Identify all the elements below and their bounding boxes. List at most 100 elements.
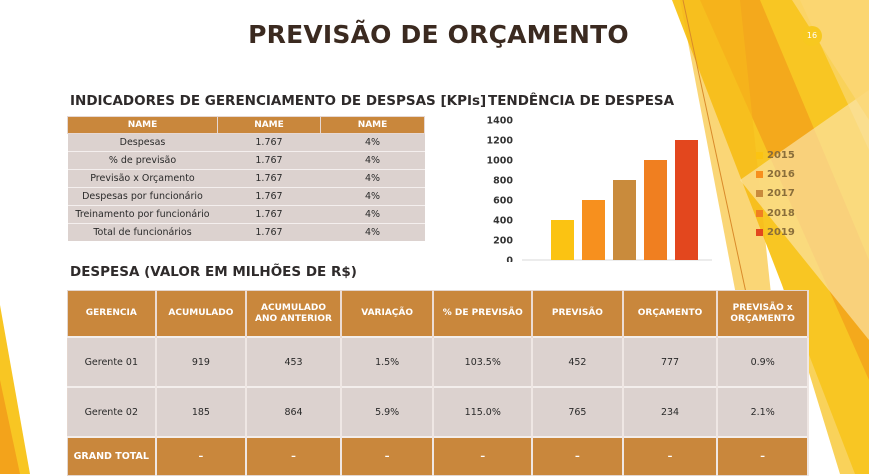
kpi-header-cell: NAME xyxy=(67,116,218,134)
despesa-header-cell: ACUMULADO xyxy=(155,290,248,337)
kpi-table-row: Previsão x Orçamento 1.767 4% xyxy=(67,169,425,188)
legend-label: 2018 xyxy=(767,207,795,219)
kpi-cell: 1.767 xyxy=(217,205,321,224)
despesa-header-cell: ORÇAMENTO xyxy=(622,290,719,337)
legend-swatch xyxy=(756,171,763,179)
chart-legend: 2015 2016 2017 2018 2019 xyxy=(756,146,795,242)
despesa-header-cell: PREVISÃO x ORÇAMENTO xyxy=(717,290,809,337)
despesa-cell: 864 xyxy=(246,386,342,437)
despesa-total-cell: – xyxy=(532,436,624,476)
y-tick-label: 600 xyxy=(493,196,513,207)
bar-2018 xyxy=(644,160,667,260)
y-tick-label: 200 xyxy=(493,236,513,247)
y-tick-label: 1400 xyxy=(487,116,514,127)
despesa-total-cell: – xyxy=(246,436,342,476)
kpi-table: NAME NAME NAME Despesas 1.767 4% % de prev… xyxy=(67,116,425,241)
despesa-table: GERENCIA ACUMULADO ACUMULADO ANO ANTERIO… xyxy=(67,290,809,476)
kpi-cell: Despesas xyxy=(67,133,218,152)
y-tick-label: 0 xyxy=(506,256,513,263)
legend-label: 2015 xyxy=(767,150,795,162)
legend-label: 2017 xyxy=(767,188,795,200)
legend-item-2018: 2018 xyxy=(756,204,795,223)
kpi-cell: Despesas por funcionário xyxy=(67,187,218,206)
despesa-cell: 452 xyxy=(532,336,624,387)
kpi-cell: 1.767 xyxy=(217,169,321,188)
despesa-header-cell: % DE PREVISÃO xyxy=(433,290,534,337)
despesa-total-cell: – xyxy=(622,436,719,476)
despesa-total-cell: GRAND TOTAL xyxy=(67,436,157,476)
kpi-cell: 4% xyxy=(320,169,425,188)
despesa-cell: Gerente 02 xyxy=(67,386,157,437)
kpi-cell: 4% xyxy=(320,205,425,224)
kpi-cell: Total de funcionários xyxy=(67,223,218,241)
despesa-cell: 0.9% xyxy=(717,336,809,387)
kpi-cell: 1.767 xyxy=(217,223,321,241)
despesa-cell: 115.0% xyxy=(433,386,534,437)
kpi-cell: 1.767 xyxy=(217,133,321,152)
despesa-cell: Gerente 01 xyxy=(67,336,157,387)
chart-section-title: TENDÊNCIA DE DESPESA xyxy=(488,93,675,109)
kpi-section-title: INDICADORES DE GERENCIAMENTO DE DESPSAS … xyxy=(70,93,487,109)
legend-item-2015: 2015 xyxy=(756,146,795,165)
kpi-cell: Treinamento por funcionário xyxy=(67,205,218,224)
y-tick-label: 1200 xyxy=(487,136,514,147)
legend-item-2016: 2016 xyxy=(756,165,795,184)
despesa-header-cell: PREVISÃO xyxy=(532,290,624,337)
legend-swatch xyxy=(756,228,763,236)
kpi-header-cell: NAME xyxy=(320,116,425,134)
despesa-section-title: DESPESA (VALOR EM MILHÕES DE R$) xyxy=(70,264,357,280)
kpi-table-row: Despesas 1.767 4% xyxy=(67,133,425,152)
bar-2019 xyxy=(675,140,698,260)
kpi-table-row: Despesas por funcionário 1.767 4% xyxy=(67,187,425,206)
despesa-table-header-row: GERENCIA ACUMULADO ACUMULADO ANO ANTERIO… xyxy=(67,290,809,337)
legend-label: 2016 xyxy=(767,169,795,181)
kpi-cell: 1.767 xyxy=(217,151,321,170)
despesa-header-cell: GERENCIA xyxy=(67,290,157,337)
kpi-table-row: % de previsão 1.767 4% xyxy=(67,151,425,170)
despesa-total-cell: – xyxy=(340,436,435,476)
kpi-cell: Previsão x Orçamento xyxy=(67,169,218,188)
despesa-total-cell: – xyxy=(155,436,248,476)
y-tick-label: 400 xyxy=(493,216,513,227)
kpi-cell: 4% xyxy=(320,133,425,152)
expense-trend-chart: 0 200 400 600 800 1000 1200 1400 xyxy=(487,116,712,263)
despesa-table-row: Gerente 01 919 453 1.5% 103.5% 452 777 0… xyxy=(67,336,809,387)
despesa-cell: 103.5% xyxy=(433,336,534,387)
y-tick-label: 1000 xyxy=(487,156,514,167)
kpi-cell: 1.767 xyxy=(217,187,321,206)
kpi-table-row: Treinamento por funcionário 1.767 4% xyxy=(67,205,425,224)
legend-item-2017: 2017 xyxy=(756,184,795,203)
kpi-cell: 4% xyxy=(320,223,425,241)
despesa-table-row: Gerente 02 185 864 5.9% 115.0% 765 234 2… xyxy=(67,386,809,437)
despesa-cell: 777 xyxy=(622,336,719,387)
despesa-cell: 1.5% xyxy=(340,336,435,387)
despesa-header-cell: VARIAÇÃO xyxy=(340,290,435,337)
despesa-total-cell: – xyxy=(717,436,809,476)
legend-item-2019: 2019 xyxy=(756,223,795,242)
kpi-cell: % de previsão xyxy=(67,151,218,170)
legend-label: 2019 xyxy=(767,226,795,238)
despesa-cell: 453 xyxy=(246,336,342,387)
despesa-total-cell: – xyxy=(433,436,534,476)
despesa-cell: 765 xyxy=(532,386,624,437)
kpi-cell: 4% xyxy=(320,151,425,170)
y-tick-label: 800 xyxy=(493,176,513,187)
despesa-cell: 185 xyxy=(155,386,248,437)
kpi-cell: 4% xyxy=(320,187,425,206)
despesa-cell: 2.1% xyxy=(717,386,809,437)
kpi-table-header-row: NAME NAME NAME xyxy=(67,116,425,134)
despesa-header-cell: ACUMULADO ANO ANTERIOR xyxy=(246,290,342,337)
page-title: PREVISÃO DE ORÇAMENTO xyxy=(248,20,629,49)
slide-number-badge: 16 xyxy=(802,26,822,46)
bar-2016 xyxy=(582,200,605,260)
legend-swatch xyxy=(756,209,763,217)
despesa-cell: 5.9% xyxy=(340,386,435,437)
despesa-total-row: GRAND TOTAL – – – – – – – xyxy=(67,436,809,476)
despesa-cell: 919 xyxy=(155,336,248,387)
bar-2017 xyxy=(613,180,636,260)
kpi-table-row: Total de funcionários 1.767 4% xyxy=(67,223,425,241)
legend-swatch xyxy=(756,190,763,198)
legend-swatch xyxy=(756,152,763,160)
despesa-cell: 234 xyxy=(622,386,719,437)
kpi-header-cell: NAME xyxy=(217,116,321,134)
